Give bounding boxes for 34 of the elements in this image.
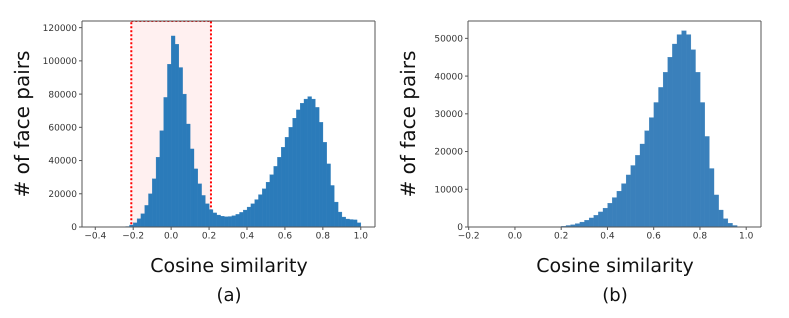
x-tick-label: −0.2 — [458, 231, 480, 242]
x-tick-label: 0.0 — [508, 231, 522, 242]
x-tick-label: 1.0 — [354, 231, 368, 242]
y-tick-label: 30000 — [434, 110, 464, 120]
text: (a) — [215, 285, 243, 306]
x-tick-label: −0.2 — [122, 231, 144, 242]
y-tick-label: 50000 — [434, 34, 464, 45]
text: (b) — [601, 285, 629, 306]
y-tick-label: 0 — [457, 223, 464, 234]
y-tick-label: 80000 — [48, 90, 78, 100]
y-tick-label: 40000 — [434, 72, 464, 82]
y-axis-title: # of face pairs — [10, 50, 34, 197]
x-tick-label: 0.8 — [316, 231, 330, 242]
x-tick-label: 0.8 — [692, 231, 708, 242]
x-tick-label: 0.0 — [164, 231, 179, 242]
y-axis-title: # of face pairs — [396, 50, 420, 197]
x-tick-label: 1.0 — [739, 231, 754, 242]
x-tick-label: 0.6 — [646, 231, 662, 242]
x-tick-label: 0.2 — [202, 231, 216, 242]
x-axis-title: Cosine similarity — [149, 255, 309, 277]
x-tick-label: 0.4 — [600, 231, 615, 242]
x-tick-label: −0.4 — [84, 231, 106, 242]
y-tick-label: 40000 — [48, 156, 78, 167]
y-tick-label: 10000 — [434, 185, 464, 196]
y-tick-label: 20000 — [48, 190, 78, 200]
x-tick-label: 0.2 — [554, 231, 568, 242]
y-tick-label: 20000 — [434, 148, 464, 158]
y-tick-label: 100000 — [42, 57, 78, 68]
y-tick-label: 120000 — [42, 24, 78, 34]
x-tick-label: 0.6 — [278, 231, 292, 242]
x-axis-title: Cosine similarity — [535, 255, 695, 277]
y-tick-label: 0 — [71, 223, 78, 234]
y-tick-label: 60000 — [48, 124, 78, 134]
x-tick-label: 0.4 — [240, 231, 254, 242]
